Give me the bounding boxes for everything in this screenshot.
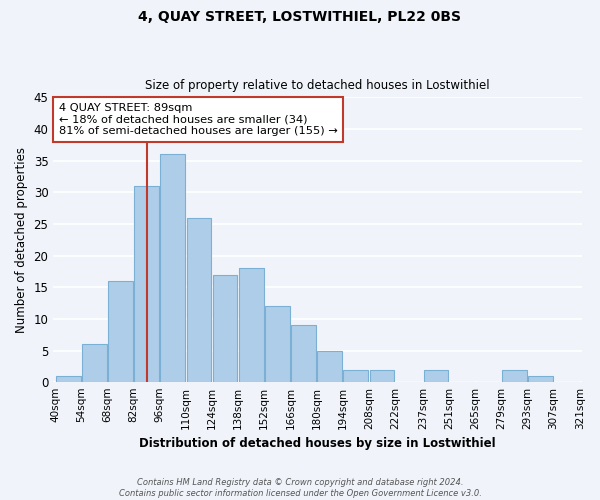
Bar	[134, 186, 159, 382]
Bar	[317, 350, 342, 382]
Bar	[265, 306, 290, 382]
Title: Size of property relative to detached houses in Lostwithiel: Size of property relative to detached ho…	[145, 79, 490, 92]
Text: 4 QUAY STREET: 89sqm
← 18% of detached houses are smaller (34)
81% of semi-detac: 4 QUAY STREET: 89sqm ← 18% of detached h…	[59, 103, 337, 136]
Bar	[239, 268, 263, 382]
Bar	[56, 376, 80, 382]
Text: Contains HM Land Registry data © Crown copyright and database right 2024.
Contai: Contains HM Land Registry data © Crown c…	[119, 478, 481, 498]
X-axis label: Distribution of detached houses by size in Lostwithiel: Distribution of detached houses by size …	[139, 437, 496, 450]
Bar	[502, 370, 527, 382]
Bar	[108, 281, 133, 382]
Bar	[291, 326, 316, 382]
Y-axis label: Number of detached properties: Number of detached properties	[15, 147, 28, 333]
Bar	[424, 370, 448, 382]
Bar	[343, 370, 368, 382]
Bar	[528, 376, 553, 382]
Bar	[160, 154, 185, 382]
Bar	[82, 344, 107, 383]
Text: 4, QUAY STREET, LOSTWITHIEL, PL22 0BS: 4, QUAY STREET, LOSTWITHIEL, PL22 0BS	[139, 10, 461, 24]
Bar	[213, 274, 238, 382]
Bar	[187, 218, 211, 382]
Bar	[370, 370, 394, 382]
